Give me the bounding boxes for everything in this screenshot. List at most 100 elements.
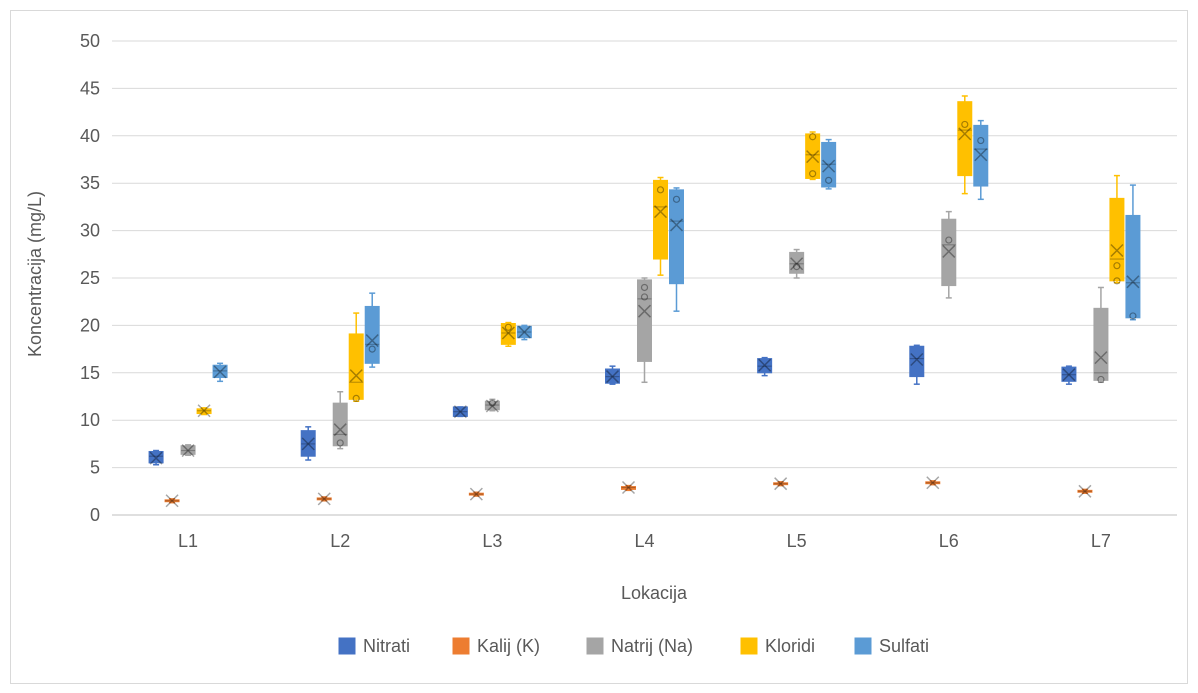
box-iqr (757, 358, 773, 374)
legend-item: Natrij (Na) (586, 636, 693, 656)
box-iqr (1125, 214, 1141, 319)
box-iqr (1077, 489, 1093, 493)
box (957, 95, 973, 195)
legend-swatch (854, 637, 872, 655)
legend-item: Sulfati (854, 636, 929, 656)
legend-item: Kloridi (740, 636, 815, 656)
mean-marker (621, 480, 636, 495)
box-iqr (653, 179, 668, 260)
box-iqr (332, 402, 348, 447)
mean-marker (365, 334, 379, 348)
y-axis-title: Koncentracija (mg/L) (25, 191, 45, 357)
data-point (809, 133, 817, 141)
y-tick-label: 15 (80, 363, 100, 383)
box-iqr (605, 368, 620, 384)
box (164, 494, 180, 508)
box (316, 492, 332, 506)
legend: Nitrati Kalij (K) Natrij (Na) Kloridi Sulfat… (338, 636, 929, 656)
y-tick-label: 35 (80, 173, 100, 193)
series-sulfati (212, 119, 1141, 383)
legend-label: Kalij (K) (477, 636, 540, 656)
y-tick-label: 30 (80, 221, 100, 241)
data-point (1113, 277, 1121, 285)
box (637, 277, 652, 384)
box (605, 365, 620, 385)
box-iqr (1109, 197, 1125, 282)
box (516, 324, 532, 341)
box-iqr (973, 124, 989, 187)
series-kalij-k (164, 476, 1093, 508)
box-iqr (925, 481, 941, 485)
data-point (1113, 262, 1121, 270)
data-point (656, 186, 665, 194)
data-point (504, 323, 512, 331)
y-tick-label: 45 (80, 78, 100, 98)
box-iqr (316, 497, 332, 501)
series-nitrati (148, 344, 1077, 466)
box (484, 398, 500, 413)
box-iqr (148, 450, 164, 464)
mean-marker (1078, 484, 1092, 498)
y-tick-label: 0 (90, 505, 100, 525)
mean-marker (517, 325, 531, 339)
data-point (640, 283, 649, 292)
mean-marker (181, 444, 195, 458)
box-iqr (364, 305, 380, 364)
mean-marker (958, 127, 972, 141)
mean-marker (485, 399, 499, 413)
data-point (1097, 375, 1105, 384)
box-iqr (789, 251, 805, 274)
x-axis-title: Lokacija (621, 583, 688, 603)
mean-marker (501, 326, 515, 340)
box (653, 176, 668, 276)
box-iqr (957, 101, 973, 177)
box (196, 404, 212, 418)
mean-marker (758, 358, 772, 372)
legend-swatch (338, 637, 356, 655)
box-plot-chart: 0 5 10 15 20 25 30 35 40 45 50 L1 L2 L3 L4 L5 L6 L7 Konc… (25, 31, 1177, 656)
mean-marker (653, 205, 668, 219)
x-tick-label: L7 (1091, 531, 1111, 551)
box-iqr (805, 133, 821, 179)
mean-marker (926, 476, 940, 490)
y-tick-label: 20 (80, 315, 100, 335)
legend-label: Sulfati (879, 636, 929, 656)
box-iqr (484, 400, 500, 411)
box-iqr (516, 325, 532, 339)
data-point (1129, 312, 1137, 320)
mean-marker (942, 244, 956, 258)
box (669, 187, 684, 312)
mean-marker (349, 369, 363, 383)
box (773, 477, 789, 491)
mean-marker (1094, 351, 1108, 365)
box (941, 210, 957, 299)
box (1125, 184, 1141, 321)
box-iqr (821, 141, 837, 188)
mean-marker (637, 304, 652, 318)
box-iqr (300, 430, 316, 457)
y-tick-label: 10 (80, 410, 100, 430)
box-iqr (941, 218, 957, 287)
data-point (368, 345, 376, 353)
box (757, 356, 773, 377)
mean-marker (1062, 368, 1076, 382)
mean-marker (1110, 243, 1124, 258)
box (500, 321, 516, 348)
box-iqr (196, 408, 212, 415)
box (1077, 484, 1093, 498)
box (364, 292, 380, 368)
box (148, 449, 164, 466)
box-iqr (669, 189, 684, 285)
box-iqr (1093, 307, 1109, 381)
data-point (488, 399, 496, 407)
data-point (336, 439, 344, 447)
mean-marker (774, 477, 788, 491)
box-iqr (1061, 366, 1077, 382)
x-axis-ticks: L1 L2 L3 L4 L5 L6 L7 (178, 531, 1111, 551)
mean-marker (822, 159, 836, 173)
x-tick-label: L6 (939, 531, 959, 551)
x-tick-label: L3 (482, 531, 502, 551)
box (468, 487, 484, 501)
box-plot-series (148, 95, 1141, 508)
x-tick-label: L4 (634, 531, 654, 551)
